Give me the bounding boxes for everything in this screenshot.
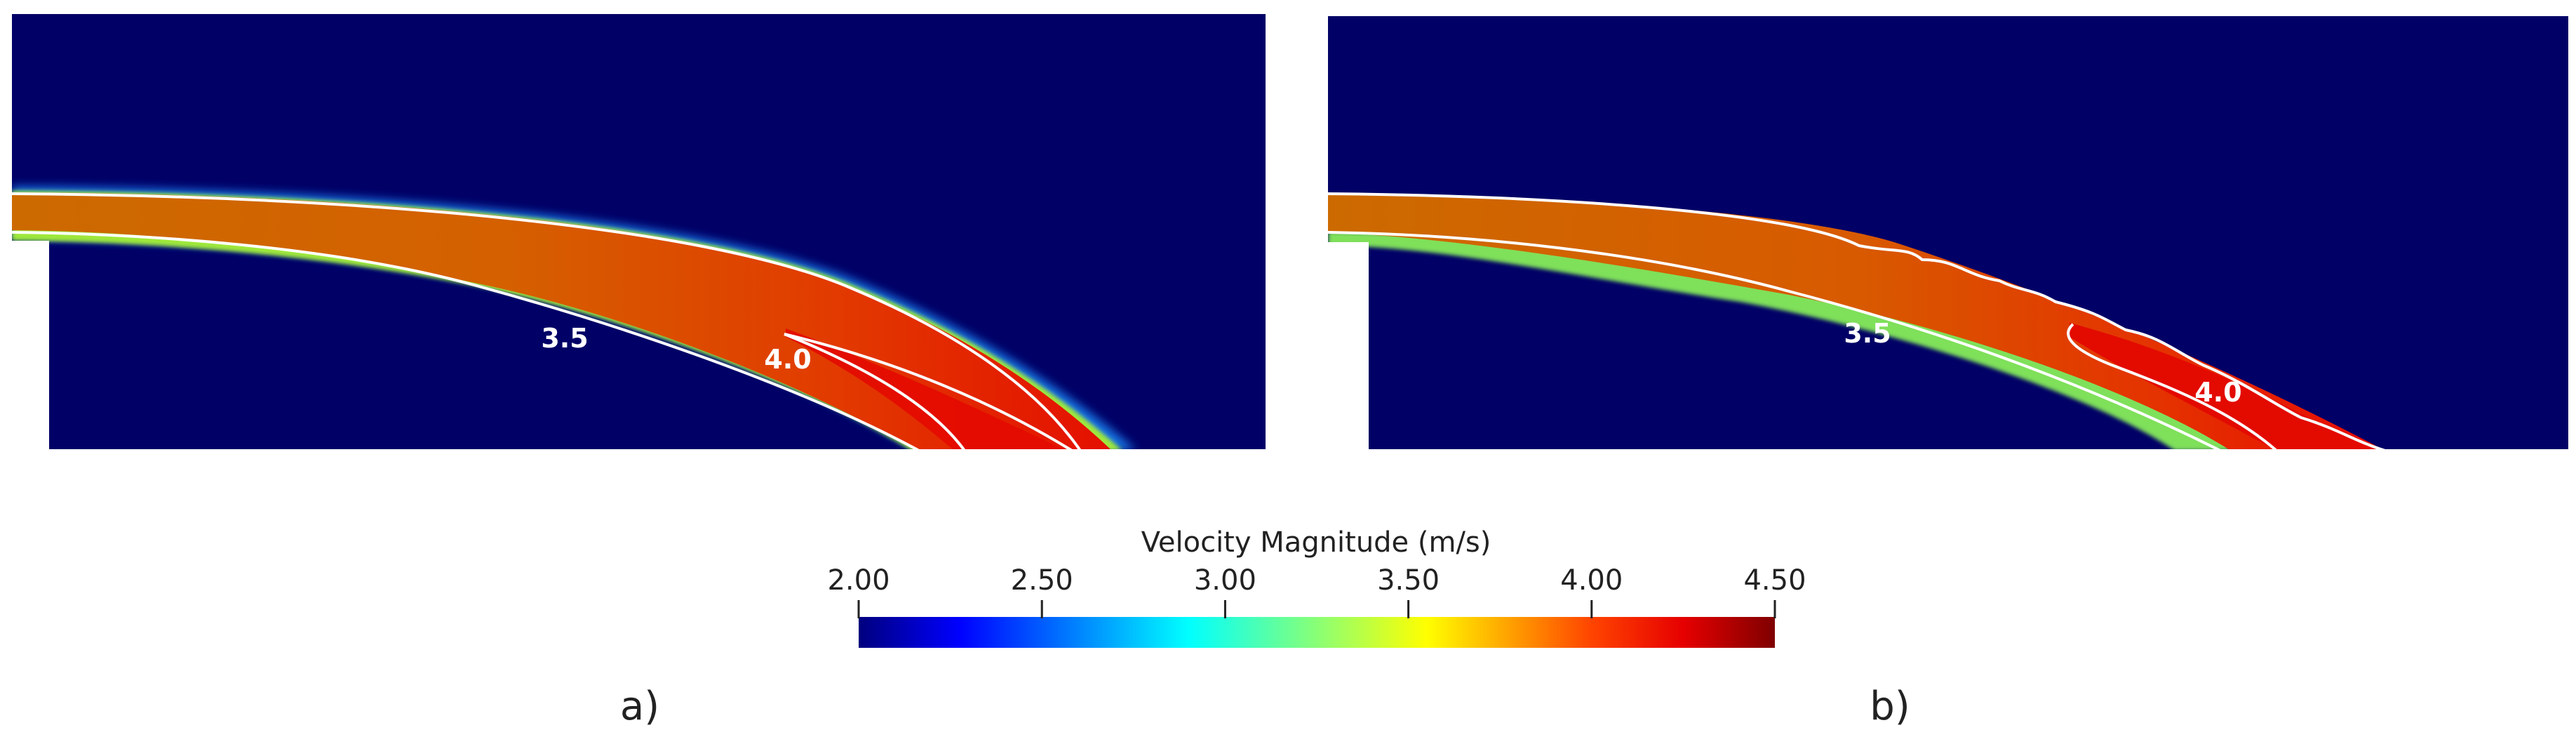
panel-a-wall-step [12, 241, 49, 451]
contour-label-3-5-b: 3.5 [1844, 318, 1891, 349]
contour-line-top-a [12, 192, 1082, 451]
contour-line-4-0-a-outer [784, 333, 1073, 451]
jet-fast-region [786, 328, 1066, 451]
jet-core [12, 192, 1112, 451]
panel-a: 3.5 4.0 [12, 14, 1266, 456]
contour-label-4-0-b: 4.0 [2194, 377, 2241, 408]
colorbar-title: Velocity Magnitude (m/s) [1141, 526, 1491, 559]
panel-b-bottom-edge [1328, 449, 2568, 456]
contour-line-top-b [1328, 192, 2386, 451]
panel-b: 3.5 4.0 [1328, 16, 2568, 456]
colorbar-tick-label: 2.50 [1011, 564, 1073, 597]
colorbar-tick-label: 2.00 [827, 564, 890, 597]
panel-caption-b: b) [1870, 684, 1910, 729]
colorbar-gradient [859, 617, 1775, 648]
colorbar-ticks: 2.00 2.50 3.00 3.50 4.00 4.50 [827, 564, 1806, 618]
contour-label-4-0-a: 4.0 [764, 344, 811, 375]
colorbar-tick-label: 3.50 [1377, 564, 1440, 597]
panel-a-bottom-edge [12, 449, 1266, 456]
contour-line-3-5-b [1328, 231, 2221, 451]
jet-fast-region [2069, 323, 2371, 451]
jet-core [1328, 194, 2385, 451]
contour-line-3-5-a [12, 231, 920, 451]
colorbar-tick-label: 4.00 [1560, 564, 1623, 597]
colorbar: Velocity Magnitude (m/s) 2.00 2.50 3.00 3.5… [827, 526, 1806, 648]
contour-label-3-5-a: 3.5 [541, 323, 588, 354]
panel-b-wall-step [1328, 242, 1369, 451]
colorbar-tick-label: 4.50 [1743, 564, 1806, 597]
contour-line-4-0-b [2067, 323, 2278, 451]
contour-line-4-0-a-inner [784, 333, 966, 451]
panel-caption-a: a) [620, 684, 659, 729]
colorbar-tick-label: 3.00 [1194, 564, 1256, 597]
